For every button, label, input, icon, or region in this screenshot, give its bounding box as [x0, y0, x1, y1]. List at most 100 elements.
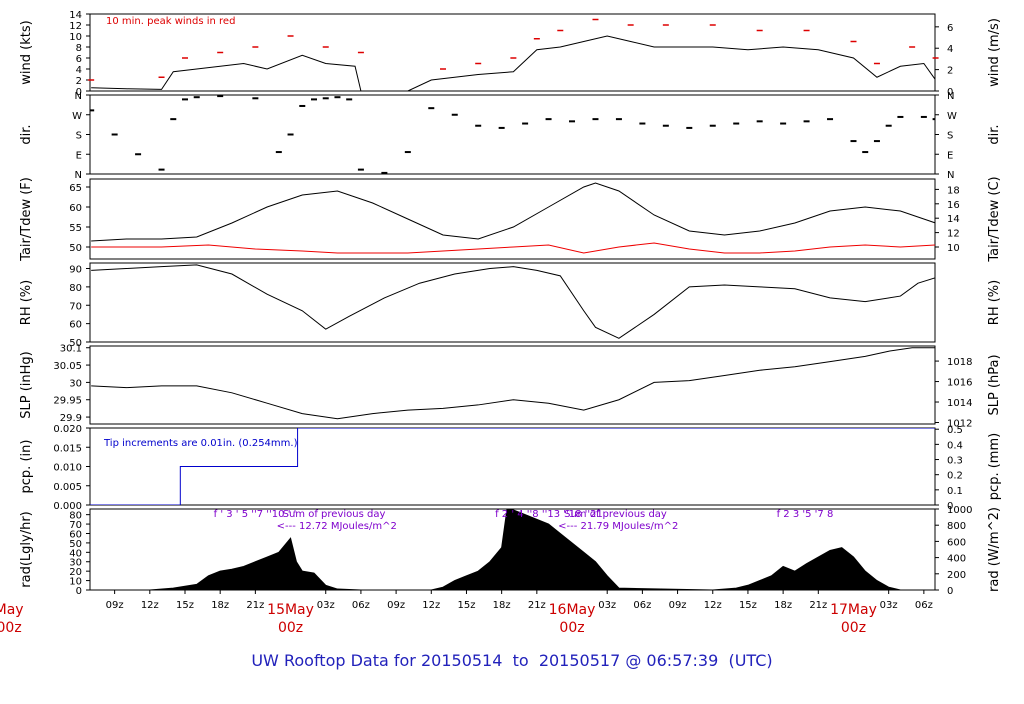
wind-ytick-label-right: 0 [947, 87, 953, 98]
rad-hour-marks: f ' 3 ' 5 ''7 ''10 ' ' [214, 509, 297, 520]
wind-ytick-label: 10 [69, 32, 82, 43]
rad-ytick-label-right: 600 [947, 537, 966, 548]
temp-line [91, 182, 935, 242]
x-tick-label: 21z [246, 600, 264, 611]
wind-y-label: wind (kts) [19, 20, 34, 84]
dir-point [346, 98, 353, 101]
rh-y-label: RH (%) [19, 280, 34, 325]
slp-ytick-label: 30.05 [53, 361, 82, 372]
dir-point [920, 115, 927, 118]
x-tick-label: 15z [176, 600, 194, 611]
rh-ytick-label: 50 [69, 338, 82, 349]
rad-ytick-label: 80 [69, 511, 82, 522]
slp-y-label-right: SLP (hPa) [987, 354, 1002, 415]
rad-y-label: rad(Lgly/hr) [19, 511, 34, 587]
dir-ytick-label: N [75, 91, 82, 102]
x-tick-label: 18z [211, 600, 229, 611]
wind-y-label-right: wind (m/s) [987, 18, 1002, 87]
dir-point [299, 104, 306, 107]
dir-point [498, 126, 505, 129]
date-label: 16May [549, 602, 596, 618]
rh-ytick-label: 80 [69, 283, 82, 294]
dir-ytick-label: E [76, 150, 82, 161]
pcp-ytick-label-right: 0 [947, 501, 953, 512]
rh-y-label-right: RH (%) [987, 280, 1002, 325]
dir-point [451, 113, 458, 116]
dir-point [404, 151, 411, 154]
temp-panel-frame [89, 178, 936, 260]
wind-ytick-label: 8 [76, 43, 82, 54]
dir-point [569, 120, 576, 123]
dir-point [615, 118, 622, 121]
wind-line [91, 35, 935, 91]
temp-ytick-label-right: 14 [947, 214, 960, 225]
temp-ytick-label-right: 12 [947, 229, 960, 240]
dir-point [733, 122, 740, 125]
dir-point [780, 122, 787, 125]
slp-line [91, 347, 935, 420]
dir-point [170, 118, 177, 121]
pcp-annotation: Tip increments are 0.01in. (0.254mm.) [103, 438, 298, 449]
pcp-ytick-label-right: 0.2 [947, 471, 963, 482]
rad-ytick-label-right: 400 [947, 554, 966, 565]
x-tick-label: 21z [528, 600, 546, 611]
rad-sum-label: Sum of previous day [283, 509, 386, 520]
temp-y-label: Tair/Tdew (F) [19, 177, 34, 262]
pcp-y-label: pcp. (in) [19, 440, 34, 494]
rad-hour-marks: f 2 ' 4 ''8 ''13 ''18 ''21 [495, 509, 603, 520]
dir-point [897, 115, 904, 118]
x-tick-label: 06z [915, 600, 933, 611]
rad-ytick-label-right: 800 [947, 521, 966, 532]
dir-point [322, 97, 329, 100]
temp-ytick-label-right: 18 [947, 185, 960, 196]
x-tick-label: 03z [598, 600, 616, 611]
dir-point [135, 153, 142, 156]
x-tick-label: 09z [387, 600, 405, 611]
dir-point [592, 118, 599, 121]
dir-ytick-label: W [72, 111, 82, 122]
dir-point [932, 118, 935, 121]
x-tick-label: 06z [633, 600, 651, 611]
pcp-ytick-label: 0.020 [53, 424, 82, 435]
rad-ytick-label: 40 [69, 548, 82, 559]
slp-ytick-label: 30.1 [60, 344, 82, 355]
slp-ytick-label-right: 1012 [947, 418, 972, 429]
slp-ytick-label: 30 [69, 378, 82, 389]
dir-point [111, 133, 118, 136]
dir-ytick-label: S [76, 131, 82, 142]
dir-point [662, 124, 669, 127]
x-tick-label: 18z [493, 600, 511, 611]
pcp-line [90, 428, 935, 505]
x-tick-label: 12z [704, 600, 722, 611]
wind-ytick-label: 14 [69, 10, 82, 21]
dir-point [193, 96, 200, 99]
dir-point [850, 140, 857, 143]
temp-y-label-right: Tair/Tdew (C) [987, 176, 1002, 262]
x-tick-label: 12z [141, 600, 159, 611]
x-tick-label: 12z [422, 600, 440, 611]
rh-ytick-label: 70 [69, 301, 82, 312]
rad-sum-label: Sum of previous day [564, 509, 667, 520]
pcp-ytick-label-right: 0.5 [947, 425, 963, 436]
temp-ytick-label-right: 10 [947, 243, 960, 254]
wind-annotation: 10 min. peak winds in red [106, 16, 235, 27]
slp-y-label: SLP (inHg) [19, 351, 34, 419]
x-tick-label: 03z [880, 600, 898, 611]
dir-point [885, 124, 892, 127]
rh-ytick-label: 60 [69, 320, 82, 331]
dir-point [381, 171, 388, 174]
temp-ytick-label: 65 [69, 183, 82, 194]
rh-line [91, 264, 935, 339]
pcp-ytick-label-right: 0.4 [947, 440, 963, 451]
date-hour-label: 00z [559, 620, 584, 636]
dir-point [217, 95, 224, 98]
wind-ytick-label: 6 [76, 54, 82, 65]
dir-ytick-label-right: N [947, 91, 954, 102]
rad-ytick-label-right: 0 [947, 586, 953, 597]
x-tick-label: 09z [669, 600, 687, 611]
dir-point [686, 126, 693, 129]
dir-point [756, 120, 763, 123]
dir-ytick-label-right: W [947, 111, 957, 122]
temp-ytick-label: 55 [69, 223, 82, 234]
